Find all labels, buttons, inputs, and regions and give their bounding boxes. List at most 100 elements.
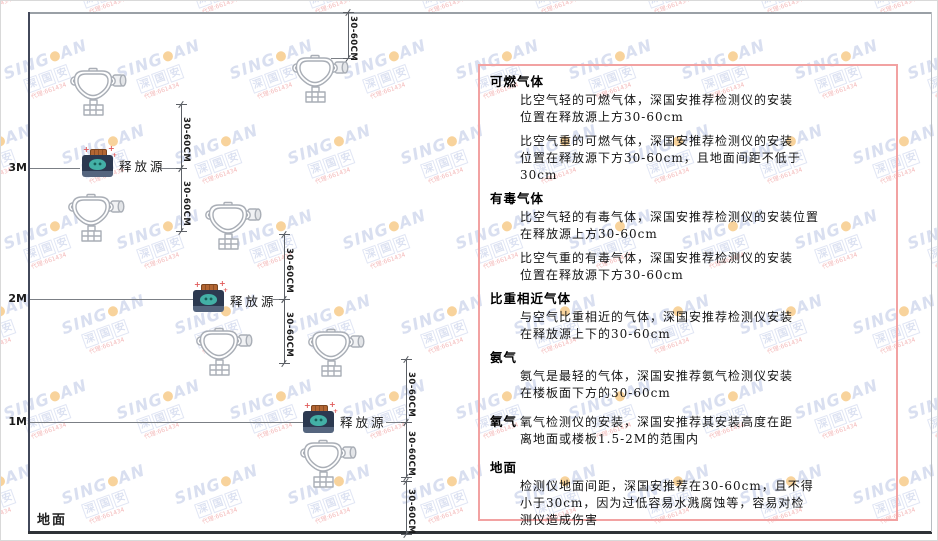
release-source-label: 释放源 — [230, 294, 277, 309]
sparkle-plus-icon: + — [108, 144, 115, 153]
source-face — [310, 415, 327, 426]
release-source-label: 释放源 — [340, 415, 387, 430]
height-level-label: 2M — [8, 292, 27, 305]
installation-guideline-panel: 可燃气体 比空气轻的可燃气体，深国安推荐检测仪的安装 位置在释放源上方30-60cm… — [478, 64, 898, 527]
gas-detector-icon — [300, 439, 357, 488]
guideline-sections: 可燃气体 比空气轻的可燃气体，深国安推荐检测仪的安装 位置在释放源上方30-60cm… — [490, 74, 886, 529]
brand-logo-dot-icon — [48, 49, 62, 63]
guideline-line: 在释放源上下的30-60cm — [520, 327, 671, 341]
guideline-line: 氨气是最轻的气体，深国安推荐氨气检测仪安装 — [520, 369, 794, 383]
dimension-label: 30-60CM — [181, 180, 191, 226]
section-heading: 氨气 — [490, 350, 518, 365]
guideline-line: 位置在释放源下方30-60cm，且地面间距不低于 — [520, 151, 801, 165]
brand-logo-dot-icon — [897, 304, 911, 318]
sparkle-plus-icon: + — [329, 400, 336, 409]
dimension-line — [181, 104, 182, 168]
gas-detector-icon — [205, 201, 262, 250]
sparkle-plus-icon: + — [83, 145, 90, 154]
leader-line — [386, 422, 412, 423]
dimension-line — [348, 12, 349, 58]
dimension-label: 30-60CM — [181, 117, 191, 163]
guideline-section: 地面 检测仪地面间距，深国安推荐在30-60cm，且不得 小于30cm，因为过低容易… — [490, 460, 886, 529]
dimension-label: 30-60CM — [284, 247, 294, 293]
dimension-line — [406, 481, 407, 534]
left-wall-line — [28, 12, 30, 533]
brand-logo-dot-icon — [161, 389, 175, 403]
release-source-icon: + + + — [192, 280, 228, 314]
dimension-label: 30-60CM — [284, 312, 294, 358]
guideline-section: 可燃气体 比空气轻的可燃气体，深国安推荐检测仪的安装 位置在释放源上方30-60cm… — [490, 74, 886, 184]
brand-agent-text: 代理:661434 — [0, 0, 13, 16]
brand-logo-dot-icon — [106, 474, 120, 488]
brand-logo-dot-icon — [387, 219, 401, 233]
brand-logo-dot-icon — [332, 304, 346, 318]
guideline-line: 在楼板面下方的30-60cm — [520, 386, 671, 400]
brand-logo-dot-icon — [274, 389, 288, 403]
brand-logo-dot-icon — [445, 134, 459, 148]
brand-logo-dot-icon — [445, 304, 459, 318]
leader-line — [30, 422, 303, 423]
brand-logo-dot-icon — [500, 49, 514, 63]
brand-logo-dot-icon — [1, 134, 7, 148]
dimension-line — [406, 359, 407, 422]
brand-logo-dot-icon — [161, 49, 175, 63]
gas-detector-icon — [70, 67, 127, 116]
guideline-section: 氧气 氧气检测仪的安装，深国安推荐其安装高度在距 离地面或楼板1.5-2M的范围内 — [490, 409, 886, 455]
leader-line — [331, 58, 348, 59]
gas-detector-icon — [68, 193, 125, 242]
guideline-section: 有毒气体 比空气轻的有毒气体，深国安推荐检测仪的安装位置 在释放源上方30-60cm… — [490, 191, 886, 284]
guideline-paragraph: 比空气轻的有毒气体，深国安推荐检测仪的安装位置 在释放源上方30-60cm — [520, 209, 886, 243]
release-source-label: 释放源 — [119, 159, 166, 174]
brand-logo-dot-icon — [387, 389, 401, 403]
brand-logo-dot-icon — [613, 49, 627, 63]
guideline-line: 比空气重的有毒气体，深国安推荐检测仪的安装 — [520, 251, 794, 265]
brand-logo-dot-icon — [274, 49, 288, 63]
guideline-line: 氧气检测仪的安装，深国安推荐其安装高度在距 — [520, 415, 794, 429]
sparkle-plus-icon: + — [219, 279, 226, 288]
brand-logo-dot-icon — [387, 49, 401, 63]
brand-logo-dot-icon — [332, 134, 346, 148]
guideline-paragraph: 与空气比重相近的气体，深国安推荐检测仪安装 在释放源上下的30-60cm — [520, 309, 886, 343]
gas-detector-icon — [292, 54, 349, 103]
brand-logo-dot-icon — [48, 389, 62, 403]
brand-logo-dot-icon — [897, 134, 911, 148]
guideline-line: 小于30cm，因为过低容易水溅腐蚀等，容易对检 — [520, 496, 805, 510]
guideline-line: 比空气轻的有毒气体，深国安推荐检测仪的安装位置 — [520, 210, 820, 224]
brand-logo-dot-icon — [1, 304, 7, 318]
guideline-line: 离地面或楼板1.5-2M的范围内 — [520, 432, 700, 446]
brand-logo-dot-icon — [1, 474, 7, 488]
brand-logo-dot-icon — [897, 474, 911, 488]
leader-line — [273, 299, 284, 300]
brand-logo-dot-icon — [106, 304, 120, 318]
guideline-paragraph: 比空气重的可燃气体，深国安推荐检测仪的安装 位置在释放源下方30-60cm，且地面… — [520, 133, 886, 184]
height-level-label: 3M — [8, 161, 27, 174]
guideline-line: 比空气重的可燃气体，深国安推荐检测仪的安装 — [520, 134, 794, 148]
sparkle-plus-icon: + — [333, 408, 339, 415]
sparkle-plus-icon: + — [304, 401, 311, 410]
guideline-section: 氨气 氨气是最轻的气体，深国安推荐氨气检测仪安装 在楼板面下方的30-60cm — [490, 350, 886, 402]
release-source-icon: + + + — [81, 145, 117, 179]
dimension-label: 30-60CM — [406, 430, 416, 476]
release-source-icon: + + + — [302, 401, 339, 435]
guideline-paragraph: 检测仪地面间距，深国安推荐在30-60cm，且不得 小于30cm，因为过低容易水溅… — [520, 478, 886, 529]
height-level-label: 1M — [8, 415, 27, 428]
guideline-paragraph: 比空气轻的可燃气体，深国安推荐检测仪的安装 位置在释放源上方30-60cm — [520, 92, 886, 126]
dimension-line — [284, 234, 285, 299]
